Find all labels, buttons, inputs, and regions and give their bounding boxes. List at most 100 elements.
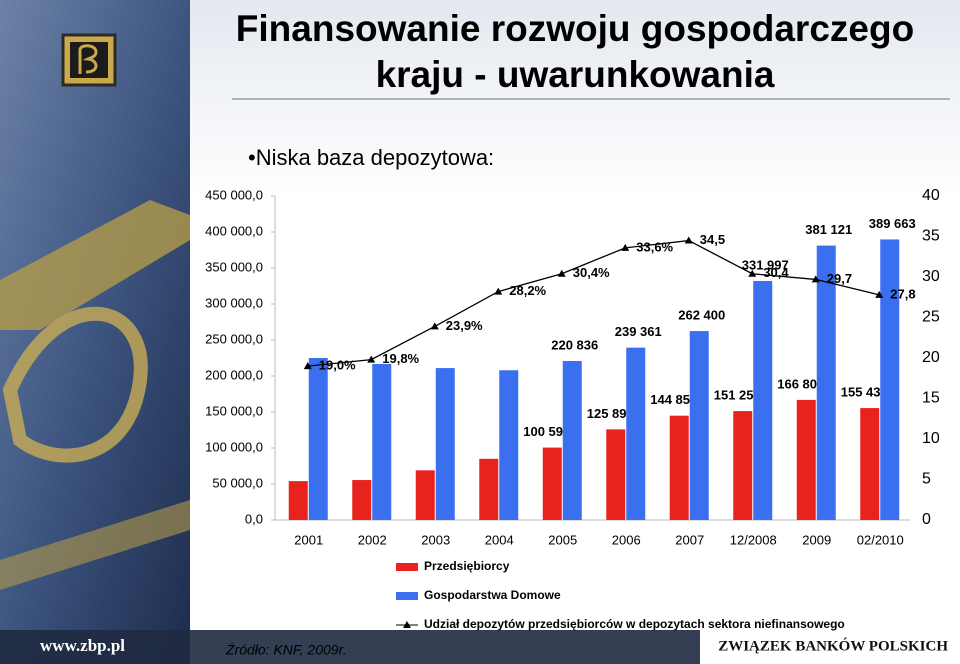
bar bbox=[499, 370, 519, 520]
line-marker bbox=[430, 322, 439, 330]
y-tick-label: 350 000,0 bbox=[205, 259, 263, 274]
line-marker bbox=[875, 290, 884, 298]
data-label: 29,7 bbox=[827, 271, 852, 286]
data-label: 28,2% bbox=[509, 283, 546, 298]
data-label: 262 400 bbox=[678, 308, 725, 323]
line bbox=[307, 239, 880, 367]
data-label: 19,0% bbox=[319, 358, 356, 373]
data-label: 331 997 bbox=[742, 257, 789, 272]
bar bbox=[796, 399, 816, 520]
bullet-text: Niska baza depozytowa: bbox=[255, 145, 495, 170]
y-tick-label: 450 000,0 bbox=[205, 187, 263, 202]
x-tick-label: 2007 bbox=[675, 532, 704, 547]
decoration bbox=[0, 200, 190, 330]
y2-tick-label: 40 bbox=[922, 187, 940, 204]
x-tick-label: 2002 bbox=[358, 532, 387, 547]
x-tick-label: 2001 bbox=[294, 532, 323, 547]
bar bbox=[415, 470, 435, 520]
data-label: 381 121 bbox=[805, 222, 852, 237]
line-marker bbox=[748, 269, 757, 277]
y-tick-label: 400 000,0 bbox=[205, 223, 263, 238]
bar bbox=[669, 415, 689, 520]
data-label: 23,9% bbox=[446, 318, 483, 333]
x-tick-label: 2003 bbox=[421, 532, 450, 547]
legend-swatch bbox=[396, 563, 418, 571]
bar bbox=[562, 360, 582, 520]
bar bbox=[288, 481, 308, 520]
data-label: 166 800 bbox=[777, 376, 824, 391]
legend-label: Udział depozytów przedsiębiorców w depoz… bbox=[424, 617, 845, 631]
y-tick-label: 50 000,0 bbox=[212, 475, 263, 490]
bar bbox=[880, 239, 900, 521]
y2-tick-label: 35 bbox=[922, 228, 940, 245]
data-label: 389 663 bbox=[869, 216, 916, 231]
line-marker bbox=[494, 287, 503, 295]
bar bbox=[372, 363, 392, 520]
y2-tick-label: 30 bbox=[922, 268, 940, 285]
y2-tick-label: 15 bbox=[922, 390, 940, 407]
bar bbox=[606, 429, 626, 520]
line-marker bbox=[684, 236, 693, 244]
bar bbox=[352, 480, 372, 520]
footer-brand-bg bbox=[700, 630, 960, 664]
data-label: 144 857 bbox=[650, 392, 697, 407]
line-marker bbox=[557, 269, 566, 277]
bar bbox=[860, 408, 880, 520]
data-label: 220 836 bbox=[551, 337, 598, 352]
data-label: 30,4% bbox=[573, 265, 610, 280]
logo bbox=[78, 44, 98, 74]
y2-tick-label: 25 bbox=[922, 309, 940, 326]
legend-label: Gospodarstwa Domowe bbox=[424, 588, 561, 602]
x-tick-label: 2004 bbox=[485, 532, 514, 547]
y2-tick-label: 0 bbox=[922, 511, 931, 528]
data-label: 100 597 bbox=[523, 424, 570, 439]
y-tick-label: 300 000,0 bbox=[205, 295, 263, 310]
bar bbox=[435, 368, 455, 520]
legend-swatch bbox=[396, 592, 418, 600]
line-marker bbox=[303, 362, 312, 370]
y2-tick-label: 5 bbox=[922, 471, 931, 488]
legend-marker bbox=[403, 621, 411, 628]
source: Źródło: KNF, 2009r. bbox=[225, 642, 347, 658]
bar bbox=[816, 245, 836, 520]
bar bbox=[308, 358, 328, 520]
data-label: 125 890 bbox=[587, 406, 634, 421]
y-tick-label: 250 000,0 bbox=[205, 331, 263, 346]
bar bbox=[626, 347, 646, 520]
data-label: 27,8 bbox=[890, 286, 915, 301]
x-tick-label: 2009 bbox=[802, 532, 831, 547]
bar bbox=[542, 447, 562, 520]
data-label: 239 361 bbox=[615, 324, 662, 339]
bar bbox=[689, 331, 709, 520]
x-tick-label: 2006 bbox=[612, 532, 641, 547]
y-tick-label: 0,0 bbox=[245, 511, 263, 526]
data-label: 151 251 bbox=[714, 388, 761, 403]
bar bbox=[479, 458, 499, 520]
line-marker bbox=[621, 243, 630, 251]
bullet: •Niska baza depozytowa: bbox=[248, 145, 495, 170]
data-label: 34,5 bbox=[700, 232, 725, 247]
y-tick-label: 100 000,0 bbox=[205, 439, 263, 454]
x-tick-label: 2005 bbox=[548, 532, 577, 547]
line-marker bbox=[811, 275, 820, 283]
data-label: 155 432 bbox=[841, 385, 888, 400]
x-tick-label: 02/2010 bbox=[857, 532, 904, 547]
brand: Związek Banków Polskich bbox=[718, 637, 948, 654]
data-label: 19,8% bbox=[382, 351, 419, 366]
x-tick-label: 12/2008 bbox=[730, 532, 777, 547]
y2-tick-label: 20 bbox=[922, 349, 940, 366]
website: www.zbp.pl bbox=[40, 636, 125, 655]
data-label: 33,6% bbox=[636, 239, 673, 254]
data-label: 30,4 bbox=[763, 265, 789, 280]
legend-label: Przedsiębiorcy bbox=[424, 559, 510, 573]
bar bbox=[733, 411, 753, 520]
decoration bbox=[2, 306, 148, 463]
y2-tick-label: 10 bbox=[922, 430, 940, 447]
y-tick-label: 200 000,0 bbox=[205, 367, 263, 382]
title: Finansowanie rozwoju gospodarczego kraju… bbox=[235, 8, 915, 95]
line-marker bbox=[367, 355, 376, 363]
bar bbox=[753, 280, 773, 520]
decoration bbox=[0, 500, 190, 590]
